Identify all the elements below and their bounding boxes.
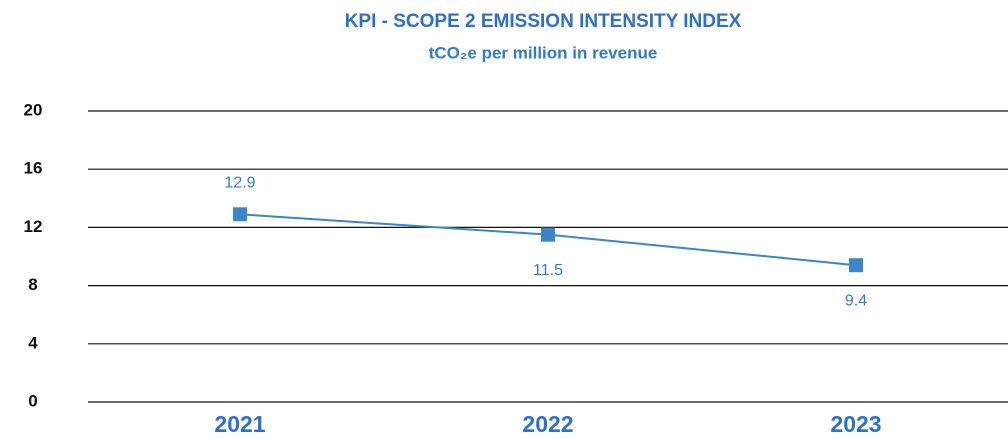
x-tick-label: 2022 — [522, 411, 573, 437]
y-tick-label: 16 — [24, 159, 43, 178]
data-label: 9.4 — [845, 292, 867, 309]
y-tick-label: 0 — [28, 391, 37, 410]
chart-subtitle: tCO₂e per million in revenue — [429, 43, 658, 62]
x-tick-label: 2023 — [830, 411, 881, 437]
data-label: 12.9 — [224, 175, 255, 192]
data-label: 11.5 — [533, 262, 563, 279]
marker — [541, 227, 555, 242]
y-tick-label: 4 — [28, 333, 38, 352]
y-tick-label: 12 — [24, 217, 43, 236]
marker — [849, 258, 863, 273]
chart-title: KPI - SCOPE 2 EMISSION INTENSITY INDEX — [345, 11, 742, 32]
marker — [233, 207, 247, 222]
y-tick-label: 20 — [24, 100, 43, 119]
y-tick-label: 8 — [28, 275, 37, 294]
x-tick-label: 2021 — [214, 411, 265, 437]
